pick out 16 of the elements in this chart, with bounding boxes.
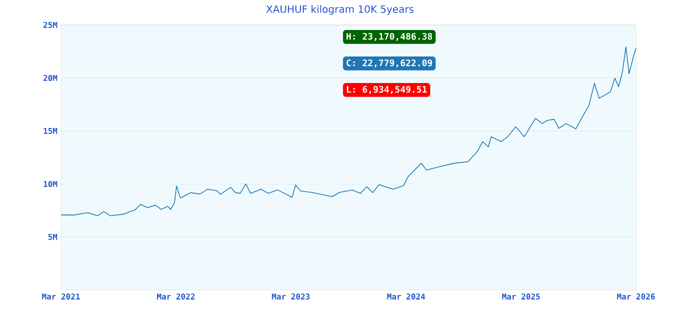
x-tick-label: Mar 2022 — [157, 294, 195, 300]
x-tick-label: Mar 2021 — [42, 294, 80, 300]
line-series — [60, 46, 636, 216]
y-tick-label: 5M — [48, 234, 58, 240]
annotation: H: 23,170,486.38 — [346, 32, 432, 41]
chart-title: XAUHUF kilogram 10K 5years — [266, 5, 414, 15]
x-tick-label: Mar 2023 — [272, 294, 310, 300]
y-tick-label: 15M — [44, 128, 58, 134]
y-tick-label: 10M — [44, 180, 58, 188]
annotation: C: 22,779,622.09 — [346, 59, 432, 68]
x-tick-label: Mar 2024 — [387, 294, 426, 300]
y-tick-label: 25M — [43, 22, 58, 28]
annotation: L: 6,934,549.51 — [346, 86, 427, 94]
x-tick-label: Mar 2025 — [502, 294, 540, 300]
x-tick-label: Mar 2026 — [617, 294, 655, 300]
y-tick-label: 20M — [43, 74, 58, 82]
